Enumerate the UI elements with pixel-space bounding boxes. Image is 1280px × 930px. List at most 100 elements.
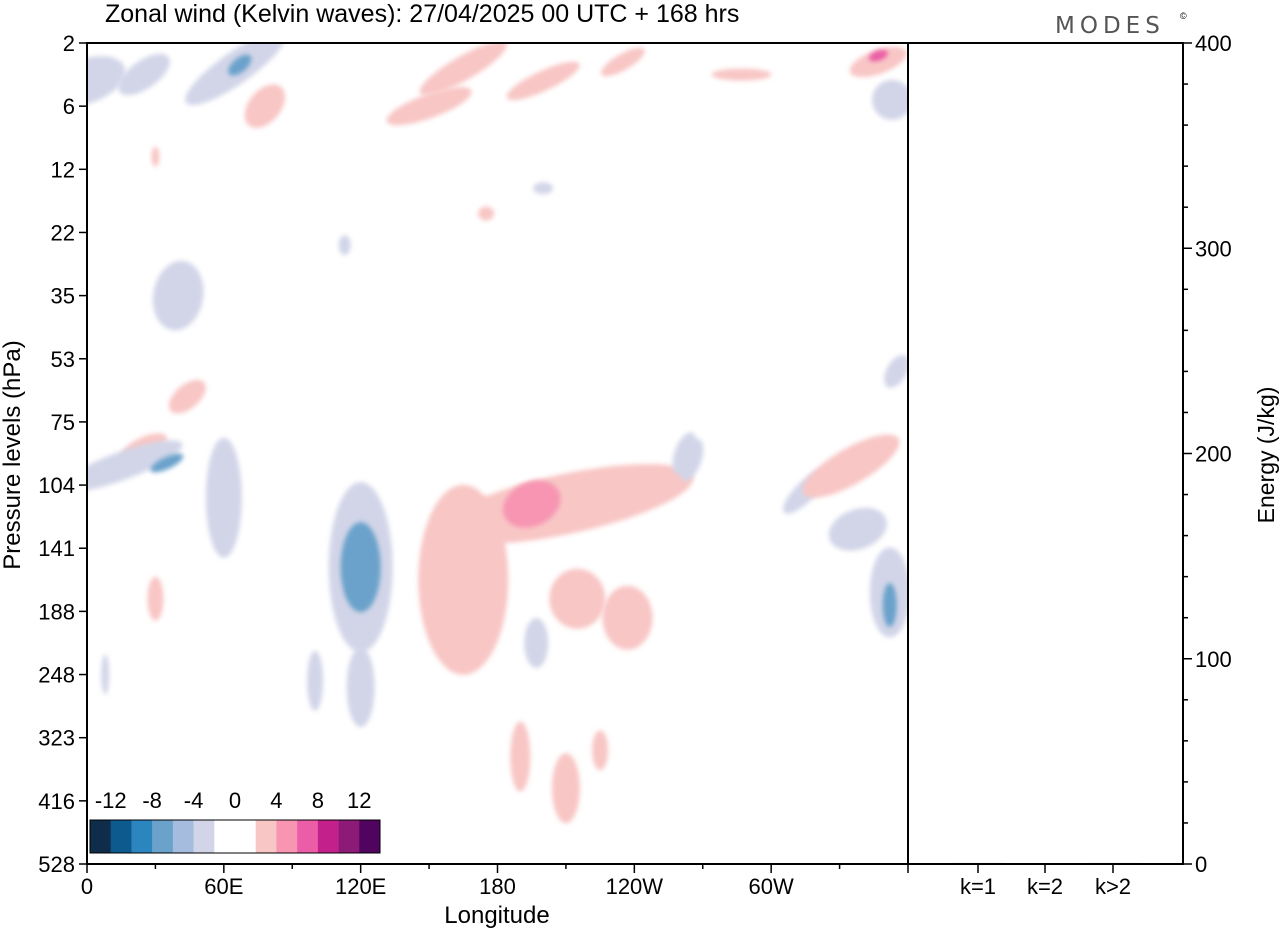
westerly-anomaly-blob	[868, 49, 888, 62]
energy-bar	[1088, 862, 1138, 864]
westerly-anomaly-blob	[244, 84, 286, 128]
y-tick-label: 22	[51, 220, 75, 245]
x-tick-label: 180	[479, 874, 516, 899]
colorbar-swatch	[276, 820, 298, 853]
energy-bar	[1020, 863, 1070, 865]
y-tick-label: 35	[51, 284, 75, 309]
logo-copyright-mark: ©	[1180, 11, 1187, 21]
energy-ticks: 0 100 200 300 400	[1183, 31, 1232, 877]
energy-tick-label: 100	[1195, 647, 1232, 672]
colorbar-swatch	[152, 820, 174, 853]
westerly-anomaly-blob	[549, 568, 606, 629]
easterly-anomaly-blob	[228, 54, 252, 76]
y-tick-label: 416	[38, 789, 75, 814]
easterly-anomaly-blob	[884, 355, 908, 388]
westerly-anomaly-blob	[419, 43, 508, 96]
colorbar-swatch	[317, 820, 339, 853]
westerly-anomaly-blob	[592, 730, 609, 771]
colorbar-outline	[89, 819, 381, 854]
colorbar-swatch	[193, 820, 215, 853]
easterly-anomaly-blob	[338, 235, 351, 256]
colorbar-swatch	[214, 820, 236, 853]
y-tick-label: 528	[38, 852, 75, 877]
colorbar-swatch	[235, 820, 257, 853]
easterly-anomaly-blob	[872, 79, 908, 120]
y-tick-label: 2	[63, 31, 75, 56]
easterly-anomaly-blob	[524, 617, 549, 668]
y-axis-label: Pressure levels (hPa)	[0, 340, 26, 569]
colorbar-swatch	[359, 820, 381, 853]
wind-anomaly-shading	[87, 43, 908, 824]
y-tick-label: 141	[38, 536, 75, 561]
westerly-anomaly-blob	[438, 464, 694, 544]
energy-tick-label: 0	[1195, 852, 1207, 877]
chart-title: Zonal wind (Kelvin waves): 27/04/2025 00…	[105, 0, 739, 28]
easterly-anomaly-blob	[307, 650, 324, 711]
y-tick-label: 12	[51, 157, 75, 182]
easterly-anomaly-blob	[101, 654, 110, 695]
x-axis-label: Longitude	[444, 902, 549, 929]
easterly-anomaly-blob	[87, 56, 126, 106]
y-tick-label: 104	[38, 473, 75, 498]
x-tick-label: 60W	[749, 874, 794, 899]
westerly-anomaly-blob	[147, 576, 164, 621]
colorbar-label: -12	[95, 788, 127, 813]
colorbar-label: 8	[312, 788, 324, 813]
colorbar-label: 4	[270, 788, 282, 813]
easterly-anomaly-blob	[679, 438, 704, 481]
colorbar-label: 12	[347, 788, 371, 813]
x-tick-label: 60E	[204, 874, 243, 899]
hovmoller-plot-frame	[86, 42, 909, 865]
modes-logo: MODES	[1055, 13, 1165, 39]
y-tick-label: 248	[38, 663, 75, 688]
x-tick-label: 0	[81, 874, 93, 899]
westerly-anomaly-blob	[151, 146, 160, 167]
x-tick-label: 120E	[335, 874, 386, 899]
easterly-anomaly-blob	[882, 583, 897, 628]
y-tick-label: 323	[38, 726, 75, 751]
westerly-anomaly-blob	[802, 434, 900, 498]
easterly-anomaly-blob	[152, 260, 204, 331]
westerly-anomaly-blob	[600, 47, 645, 77]
colorbar-swatch	[297, 820, 319, 853]
energy-tick-label: 300	[1195, 236, 1232, 261]
x-tick-label: 120W	[606, 874, 664, 899]
energy-bar	[953, 862, 1003, 864]
energy-category-label: k=1	[960, 874, 996, 899]
colorbar-swatch	[131, 820, 153, 853]
energy-category-label: k>2	[1095, 874, 1131, 899]
energy-axis-label: Energy (J/kg)	[1253, 387, 1279, 524]
colorbar-label: -8	[142, 788, 162, 813]
easterly-anomaly-blob	[118, 53, 170, 96]
energy-panel-frame	[907, 42, 1184, 865]
easterly-anomaly-blob	[340, 522, 381, 613]
y-tick-label: 188	[38, 599, 75, 624]
pressure-ticks: 2 6 12 22 35 53 75 104 141 188 248 323 416 528	[38, 31, 87, 877]
colorbar-label: 0	[229, 788, 241, 813]
westerly-anomaly-blob	[168, 379, 206, 414]
y-tick-label: 53	[51, 347, 75, 372]
westerly-anomaly-blob	[551, 753, 580, 824]
westerly-anomaly-blob	[711, 68, 772, 81]
colorbar-label: -4	[184, 788, 204, 813]
energy-category-label: k=2	[1027, 874, 1063, 899]
energy-tick-label: 200	[1195, 442, 1232, 467]
longitude-ticks: 0 60E 120E 180 120W 60W	[81, 864, 909, 899]
easterly-anomaly-blob	[533, 182, 554, 195]
easterly-anomaly-blob	[150, 453, 184, 473]
colorbar-swatch	[172, 820, 194, 853]
westerly-anomaly-blob	[849, 46, 907, 78]
y-tick-label: 75	[51, 410, 75, 435]
westerly-anomaly-blob	[602, 585, 653, 650]
colorbar-swatch	[110, 820, 132, 853]
y-tick-label: 6	[63, 94, 75, 119]
easterly-anomaly-blob	[87, 440, 183, 492]
easterly-anomaly-blob	[346, 647, 375, 728]
westerly-anomaly-blob	[502, 480, 561, 528]
easterly-anomaly-blob	[205, 437, 242, 558]
energy-bars: k=1 k=2 k>2	[953, 862, 1138, 899]
westerly-anomaly-blob	[478, 206, 495, 221]
energy-tick-label: 400	[1195, 31, 1232, 56]
colorbar-swatch	[338, 820, 360, 853]
colorbar-swatch	[90, 820, 112, 853]
